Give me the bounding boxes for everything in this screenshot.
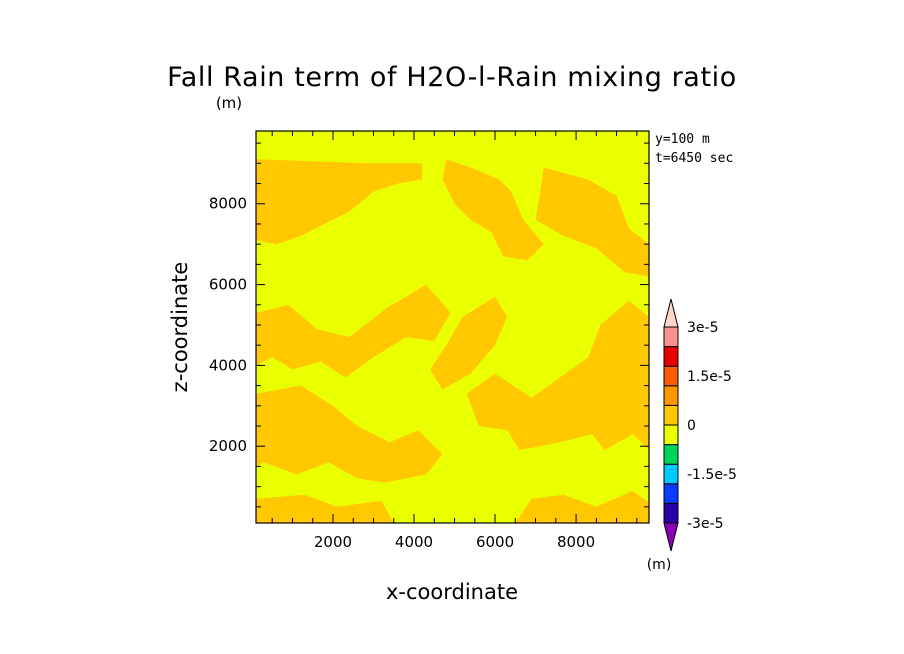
colorbar: 3e-5 1.5e-5 0 -1.5e-5 -3e-5 — [663, 298, 737, 552]
axes: 2000 4000 6000 8000 2000 4000 6000 8000 — [209, 130, 650, 551]
region-4 — [256, 284, 451, 378]
region-3 — [430, 296, 508, 390]
colorbar-tick-label: -3e-5 — [687, 516, 724, 532]
colorbar-segment — [663, 326, 679, 348]
colorbar-segment — [663, 424, 679, 446]
region-5 — [466, 300, 649, 451]
region-0 — [256, 159, 423, 245]
colorbar-segment — [663, 463, 679, 485]
negative-regions — [256, 159, 649, 523]
x-tick-label: 4000 — [395, 533, 433, 551]
x-tick-label: 6000 — [476, 533, 514, 551]
region-8 — [515, 490, 649, 523]
y-tick-label: 8000 — [209, 195, 247, 213]
x-axis-label: x-coordinate — [386, 580, 518, 604]
colorbar-arrow-bottom — [663, 522, 679, 552]
y-tick-label: 4000 — [209, 356, 247, 374]
colorbar-tick-label: -1.5e-5 — [687, 467, 737, 483]
colorbar-arrow-top — [663, 298, 679, 328]
contour-field — [256, 131, 649, 523]
y-axis-label: z-coordinate — [168, 262, 192, 393]
x-tick-label: 8000 — [557, 533, 595, 551]
annotation-y: y=100 m — [655, 132, 710, 147]
colorbar-segment — [663, 404, 679, 426]
plot-frame — [255, 130, 650, 524]
colorbar-unit: (m) — [647, 557, 672, 573]
chart-title: Fall Rain term of H2O-l-Rain mixing rati… — [167, 62, 737, 93]
colorbar-segment — [663, 502, 679, 524]
colorbar-segment — [663, 444, 679, 465]
colorbar-tick-label: 3e-5 — [687, 320, 718, 336]
chart-subtitle: (m) — [216, 94, 242, 112]
colorbar-segment — [663, 365, 679, 387]
region-2 — [535, 167, 649, 277]
x-tick-label: 2000 — [314, 533, 352, 551]
region-6 — [256, 385, 443, 483]
colorbar-segment — [663, 385, 679, 406]
y-tick-label: 2000 — [209, 437, 247, 455]
colorbar-tick-label: 1.5e-5 — [687, 369, 732, 385]
region-7 — [256, 494, 394, 523]
colorbar-segment — [663, 346, 679, 367]
colorbar-segment — [663, 483, 679, 504]
y-tick-label: 6000 — [209, 276, 247, 294]
colorbar-tick-label: 0 — [687, 418, 696, 434]
region-1 — [442, 159, 544, 261]
annotation-t: t=6450 sec — [655, 151, 733, 166]
